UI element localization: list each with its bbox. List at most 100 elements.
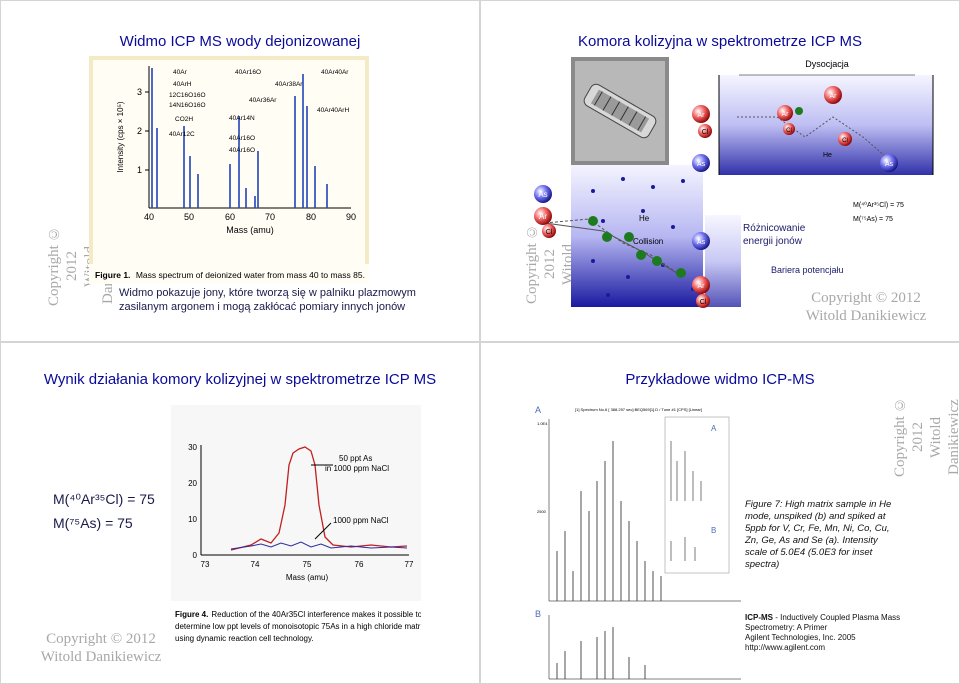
x-tick-label: 73 (201, 560, 210, 569)
mass-equation: M(⁷⁵As) = 75 (853, 216, 893, 223)
reference: ICP-MS - Inductively Coupled Plasma Mass… (745, 613, 901, 652)
panel-label: A (711, 424, 717, 433)
energy-diff-label-2: energii jonów (743, 236, 803, 247)
svg-text:Figure 4.Reduction of the 40Ar: Figure 4. Reduction of the 40Ar35Cl inter… (175, 610, 421, 619)
x-tick-label: 80 (306, 212, 316, 222)
ion-label: As (538, 190, 547, 199)
slide-title: Komora kolizyjna w spektrometrze ICP MS (578, 33, 862, 50)
ion-label: Ar (698, 283, 706, 290)
ion-label: Cl (702, 129, 709, 136)
ion-label: As (697, 161, 706, 168)
spectrum-peaks (151, 68, 328, 208)
ion-label: Cl (700, 299, 707, 306)
peak-label: 40Ar (173, 69, 188, 76)
copyright-notice: Copyright © 2012 Witold Danikiewicz (40, 631, 162, 665)
y-tick-label: 0 (193, 551, 198, 560)
ion-label: Ar (698, 112, 706, 119)
cell-photo (583, 83, 657, 139)
ion-label: Ar (782, 111, 790, 118)
ion-label: Cl (786, 128, 792, 134)
series-label: in 1000 ppm NaCl (325, 464, 389, 473)
peak-label: 40Ar12C (169, 131, 195, 138)
barrier-label: Bariera potencjału (771, 265, 844, 275)
series-blank (230, 541, 408, 550)
ion-label: Ar (830, 93, 838, 100)
series-spiked (230, 446, 408, 551)
reference-url[interactable]: http://www.agilent.com (745, 643, 826, 652)
peak-label: 40ArH (173, 81, 192, 88)
x-tick-label: 74 (251, 560, 260, 569)
peak-label: 40Ar16O (229, 135, 255, 142)
y-tick-label: 1 (137, 165, 142, 175)
spectrum-b-peaks (556, 627, 646, 679)
ion-label: As (697, 239, 706, 246)
x-tick-label: 60 (225, 212, 235, 222)
dynamic-reaction-chart: 0 10 20 30 73 74 75 76 77 Mass (amu) 50 … (171, 405, 421, 649)
x-tick-label: 40 (144, 212, 154, 222)
panel-label: B (535, 609, 541, 619)
x-tick-label: 76 (355, 560, 364, 569)
peak-label: 40Ar16O (229, 147, 255, 154)
x-axis-label: Mass (amu) (226, 225, 274, 235)
collision-cell-diagram: As Ar Cl He Collision Ar Cl As As Ar Cl … (534, 57, 934, 308)
x-tick-label: 90 (346, 212, 356, 222)
icpms-spectrum-figure: A [1] Spectrum No.6 [ 388.297 sec]:BEQ56… (535, 401, 743, 681)
y-tick-label: 2500 (537, 509, 547, 514)
peak-label: 14N16O16O (169, 102, 206, 109)
x-tick-label: 75 (303, 560, 312, 569)
y-tick-label: 30 (188, 443, 197, 452)
mass-equation: M(⁴⁰Ar³⁵Cl) = 75 (53, 491, 155, 507)
svg-text:determine low ppt levels of mo: determine low ppt levels of monoisotopic… (175, 622, 421, 631)
series-label: 50 ppt As (339, 454, 372, 463)
figure-caption: Figure 1. Mass spectrum of deionized wat… (95, 270, 365, 280)
peak-label: 40Ar38Ar (275, 81, 303, 88)
slide-title: Wynik działania komory kolizyjnej w spek… (43, 371, 437, 388)
ion-label: As (885, 161, 894, 168)
figure-caption: Figure 4. Reduction of the 40Ar35Cl inter… (175, 610, 421, 643)
ion-label: Cl (546, 229, 553, 236)
y-tick-label: 3 (137, 87, 142, 97)
slide-4: Przykładowe widmo ICP-MS Copyright © 201… (480, 342, 960, 684)
panel-label: A (535, 405, 541, 415)
y-tick-label: 10 (188, 515, 197, 524)
peak-label: 40Ar36Ar (249, 97, 277, 104)
y-axis-label: Intensity (cps × 10⁵) (116, 101, 125, 172)
y-tick-label: 2 (137, 126, 142, 136)
y-tick-label: 1.0E4 (537, 421, 548, 426)
panel-label: B (711, 526, 716, 535)
peak-label: 40Ar40Ar (321, 69, 349, 76)
spectrum-header: [1] Spectrum No.6 [ 388.297 sec]:BEQ569[… (575, 407, 702, 412)
series-label: 1000 ppm NaCl (333, 516, 389, 525)
x-tick-label: 77 (405, 560, 414, 569)
x-tick-label: 70 (265, 212, 275, 222)
ion-label: Cl (842, 138, 848, 144)
figure-description: Figure 7: High matrix sample in He mode,… (745, 499, 892, 570)
mass-equation: M(⁷⁵As) = 75 (53, 515, 133, 531)
mass-equation: M(⁴⁰Ar³⁵Cl) = 75 (853, 201, 904, 209)
x-tick-label: 50 (184, 212, 194, 222)
spectrum-a-peaks (556, 441, 662, 601)
dissociation-label: Dysocjacja (805, 59, 849, 69)
collision-label: Collision (633, 237, 663, 246)
peak-label: 40Ar14N (229, 115, 255, 122)
svg-text:using dynamic reaction cell te: using dynamic reaction cell technology. (175, 634, 314, 643)
peak-label: 12C16O16O (169, 92, 206, 99)
slide-title: Przykładowe widmo ICP-MS (625, 371, 815, 388)
he-label: He (639, 214, 650, 223)
copyright-notice: Copyright © 2012 Witold Danikiewicz (805, 290, 927, 324)
peak-label: 40Ar16O (235, 69, 261, 76)
ion-label: Ar (539, 212, 547, 221)
slide-3: Wynik działania komory kolizyjnej w spek… (0, 342, 480, 684)
he-label: He (823, 152, 832, 159)
x-axis-label: Mass (amu) (286, 573, 329, 582)
energy-diff-label: Różnicowanie (743, 223, 806, 234)
peak-label: CO2H (175, 116, 193, 123)
slide-2: Komora kolizyjna w spektrometrze ICP MS … (480, 0, 960, 342)
y-tick-label: 20 (188, 479, 197, 488)
slide-caption: Widmo pokazuje jony, które tworzą się w … (119, 287, 416, 313)
peak-label: 40Ar40ArH (317, 107, 349, 114)
mass-spectrum-figure: 1 2 3 40 50 60 70 80 90 Mass (amu) Inten… (89, 56, 369, 284)
slide-1: Widmo ICP MS wody dejonizowanej Copyrigh… (0, 0, 480, 342)
slide-title: Widmo ICP MS wody dejonizowanej (119, 33, 361, 50)
